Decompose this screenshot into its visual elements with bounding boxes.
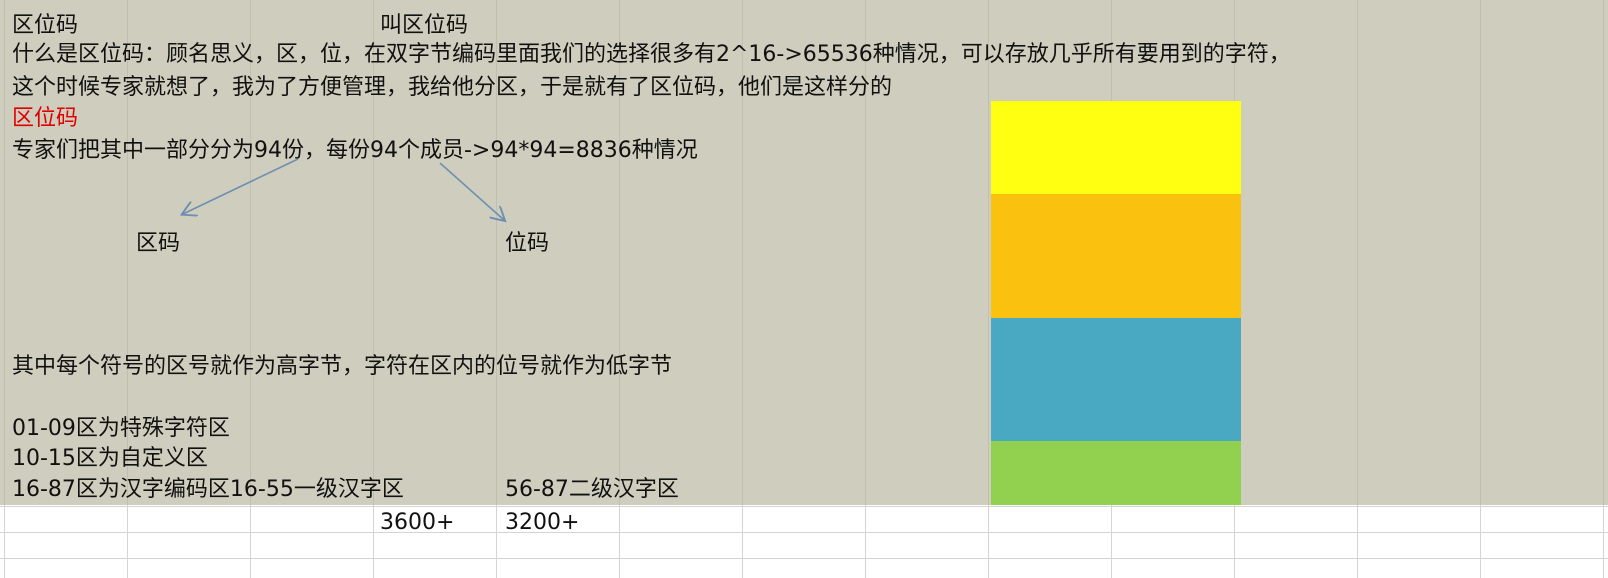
arrow-to-wei-icon [440,163,504,220]
arrow-to-qu-icon [183,159,298,214]
